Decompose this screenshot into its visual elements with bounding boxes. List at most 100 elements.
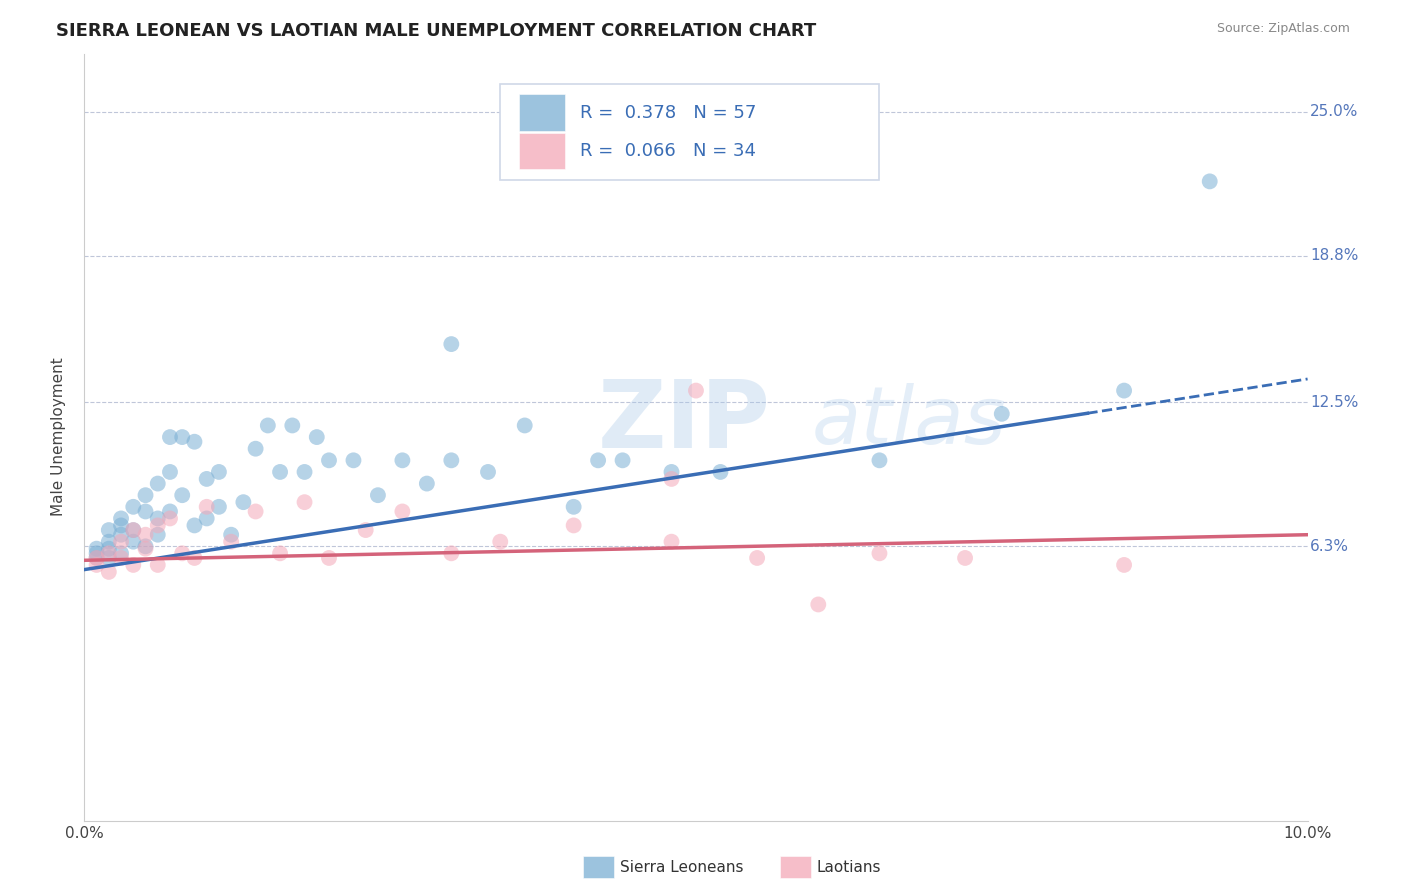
Point (97, 534, 120, 549)
Point (747, 551, 769, 566)
Point (86, 546, 108, 560)
Text: atlas: atlas (813, 383, 1007, 461)
Point (1198, 174, 1220, 188)
Text: Source: ZipAtlas.com: Source: ZipAtlas.com (1216, 22, 1350, 36)
Point (440, 337, 463, 351)
Point (661, 534, 683, 549)
Point (135, 539, 157, 553)
Point (562, 500, 585, 514)
Point (661, 472, 683, 486)
Bar (519, 95, 565, 131)
Point (269, 465, 291, 479)
Point (122, 523, 145, 537)
Point (135, 541, 157, 556)
Point (257, 418, 280, 433)
Point (135, 504, 157, 518)
Point (159, 504, 181, 518)
Text: 12.5%: 12.5% (1310, 395, 1358, 409)
Point (195, 500, 218, 514)
Point (354, 523, 377, 537)
Point (135, 488, 157, 502)
Point (183, 518, 205, 533)
Point (612, 453, 634, 467)
Text: 25.0%: 25.0% (1310, 104, 1358, 120)
Point (709, 465, 731, 479)
Point (219, 534, 242, 549)
Point (208, 500, 231, 514)
Text: R =  0.378   N = 57: R = 0.378 N = 57 (579, 103, 756, 121)
Point (110, 527, 132, 541)
Point (661, 465, 683, 479)
Point (245, 504, 267, 518)
Point (869, 546, 891, 560)
Bar (519, 133, 565, 169)
Point (135, 527, 157, 541)
Point (440, 546, 463, 560)
Point (122, 523, 145, 537)
Point (146, 527, 169, 541)
FancyBboxPatch shape (501, 84, 880, 180)
Point (159, 430, 181, 444)
Point (245, 442, 267, 456)
Text: 6.3%: 6.3% (1310, 539, 1348, 554)
Point (416, 476, 439, 491)
Point (281, 418, 304, 433)
Point (110, 511, 132, 525)
Point (391, 453, 413, 467)
Text: R =  0.066   N = 34: R = 0.066 N = 34 (579, 142, 756, 160)
Point (513, 418, 536, 433)
Point (342, 453, 364, 467)
Point (86, 551, 108, 566)
Point (86, 558, 108, 572)
Point (195, 511, 218, 525)
Point (86, 551, 108, 566)
Point (869, 453, 891, 467)
Point (586, 453, 609, 467)
Point (146, 476, 169, 491)
Text: ZIP: ZIP (598, 376, 770, 467)
Point (477, 465, 499, 479)
Text: 18.8%: 18.8% (1310, 248, 1358, 263)
Point (562, 518, 585, 533)
Point (97, 551, 120, 566)
Point (146, 511, 169, 525)
Point (122, 534, 145, 549)
Point (110, 518, 132, 533)
Point (269, 546, 291, 560)
Point (146, 518, 169, 533)
Text: SIERRA LEONEAN VS LAOTIAN MALE UNEMPLOYMENT CORRELATION CHART: SIERRA LEONEAN VS LAOTIAN MALE UNEMPLOYM… (56, 22, 817, 40)
Point (122, 500, 145, 514)
Point (232, 495, 254, 509)
Text: Sierra Leoneans: Sierra Leoneans (620, 860, 744, 874)
Point (110, 534, 132, 549)
Point (122, 558, 145, 572)
Point (195, 472, 218, 486)
Point (1114, 384, 1136, 398)
Point (183, 551, 205, 566)
Point (318, 551, 340, 566)
Point (110, 551, 132, 566)
Point (367, 488, 389, 502)
Point (294, 465, 316, 479)
Point (97, 565, 120, 579)
Point (305, 430, 328, 444)
Point (208, 465, 231, 479)
Text: Laotians: Laotians (817, 860, 882, 874)
Point (172, 430, 194, 444)
Point (110, 546, 132, 560)
Point (159, 465, 181, 479)
Point (97, 541, 120, 556)
Point (391, 504, 413, 518)
Point (1114, 558, 1136, 572)
Point (318, 453, 340, 467)
Point (172, 488, 194, 502)
Point (159, 511, 181, 525)
Point (172, 546, 194, 560)
Point (183, 434, 205, 449)
Point (991, 407, 1014, 421)
Point (685, 384, 707, 398)
Point (294, 495, 316, 509)
Point (97, 523, 120, 537)
Y-axis label: Male Unemployment: Male Unemployment (51, 358, 66, 516)
Point (489, 534, 512, 549)
